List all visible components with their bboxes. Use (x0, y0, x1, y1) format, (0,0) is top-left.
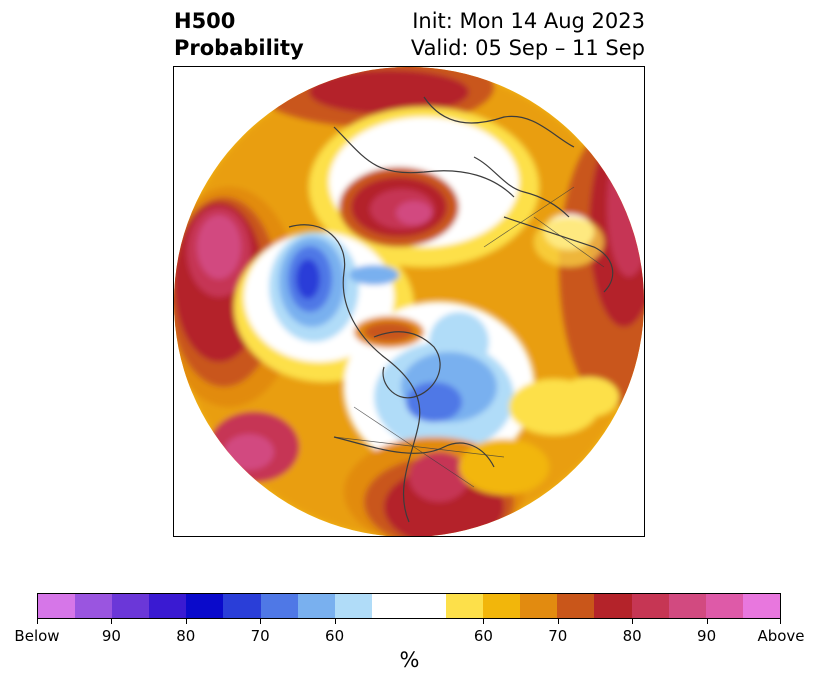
colorbar-tick-mark (260, 619, 262, 624)
init-date: Init: Mon 14 Aug 2023 (412, 9, 645, 33)
colorbar-segment (631, 594, 669, 618)
colorbar-segment (186, 594, 224, 618)
title-product: Probability (174, 36, 304, 60)
colorbar-tick-label: 60 (325, 627, 345, 645)
colorbar-tick-label: Above (757, 627, 805, 645)
colorbar-segment (668, 594, 706, 618)
nw-low-tongue (349, 265, 399, 285)
coastlines (288, 96, 614, 523)
colorbar-segment (446, 594, 484, 618)
colorbar-segment (38, 594, 76, 618)
colorbar-tick-label: 80 (622, 627, 642, 645)
colorbar-tick-mark (483, 619, 485, 624)
colorbar-segment (223, 594, 261, 618)
canada-low-medblue (406, 382, 462, 422)
colorbar-segment (483, 594, 521, 618)
colorbar-segment (371, 594, 409, 618)
colorbar-segment (557, 594, 595, 618)
colorbar-tick-label: 90 (101, 627, 121, 645)
colorbar-segment (112, 594, 150, 618)
colorbar-segment (149, 594, 187, 618)
colorbar-segment (594, 594, 632, 618)
valid-dates: Valid: 05 Sep – 11 Sep (410, 36, 645, 60)
title-right: Init: Mon 14 Aug 2023 Valid: 05 Sep – 11… (411, 8, 645, 62)
title-left: H500 Probability (174, 8, 304, 62)
colorbar-segment (520, 594, 558, 618)
map-panel (173, 66, 645, 537)
colorbar-segment (705, 594, 743, 618)
colorbar-tick-label: Below (14, 627, 60, 645)
colorbar-segment (75, 594, 113, 618)
colorbar-tick-mark (37, 619, 38, 624)
pacific-sw-pink (224, 434, 274, 470)
colorbar-segment (260, 594, 298, 618)
east-us-crimson (409, 452, 469, 502)
colorbar-tick-mark (632, 619, 634, 624)
pacific-high-pink (197, 215, 241, 279)
colorbar-tick-mark (706, 619, 708, 624)
colorbar-tick-mark (111, 619, 113, 624)
colorbar-segment (297, 594, 335, 618)
top-arc-red (309, 70, 469, 114)
colorbar (37, 593, 781, 619)
colorbar-segment (742, 594, 780, 618)
atlantic-yellow-2 (559, 377, 619, 417)
colorbar-tick-label: 80 (176, 627, 196, 645)
nw-low-darkblue (296, 259, 320, 299)
colorbar-tick-mark (334, 619, 336, 624)
colorbar-tick-label: 70 (548, 627, 568, 645)
colorbar-segment (408, 594, 447, 618)
colorbar-tick-mark (185, 619, 187, 624)
colorbar-unit-label: % (399, 648, 420, 672)
colorbar-tick-mark (780, 619, 781, 624)
europe-high-pink (396, 201, 432, 225)
colorbar-tick-label: 70 (250, 627, 270, 645)
atlantic-gold (459, 439, 549, 495)
colorbar-tick-mark (557, 619, 559, 624)
probability-map (174, 67, 644, 536)
colorbar-tick-label: 90 (697, 627, 717, 645)
colorbar-segment (334, 594, 372, 618)
borders (333, 186, 605, 488)
title-variable: H500 (174, 9, 236, 33)
colorbar-tick-label: 60 (473, 627, 493, 645)
